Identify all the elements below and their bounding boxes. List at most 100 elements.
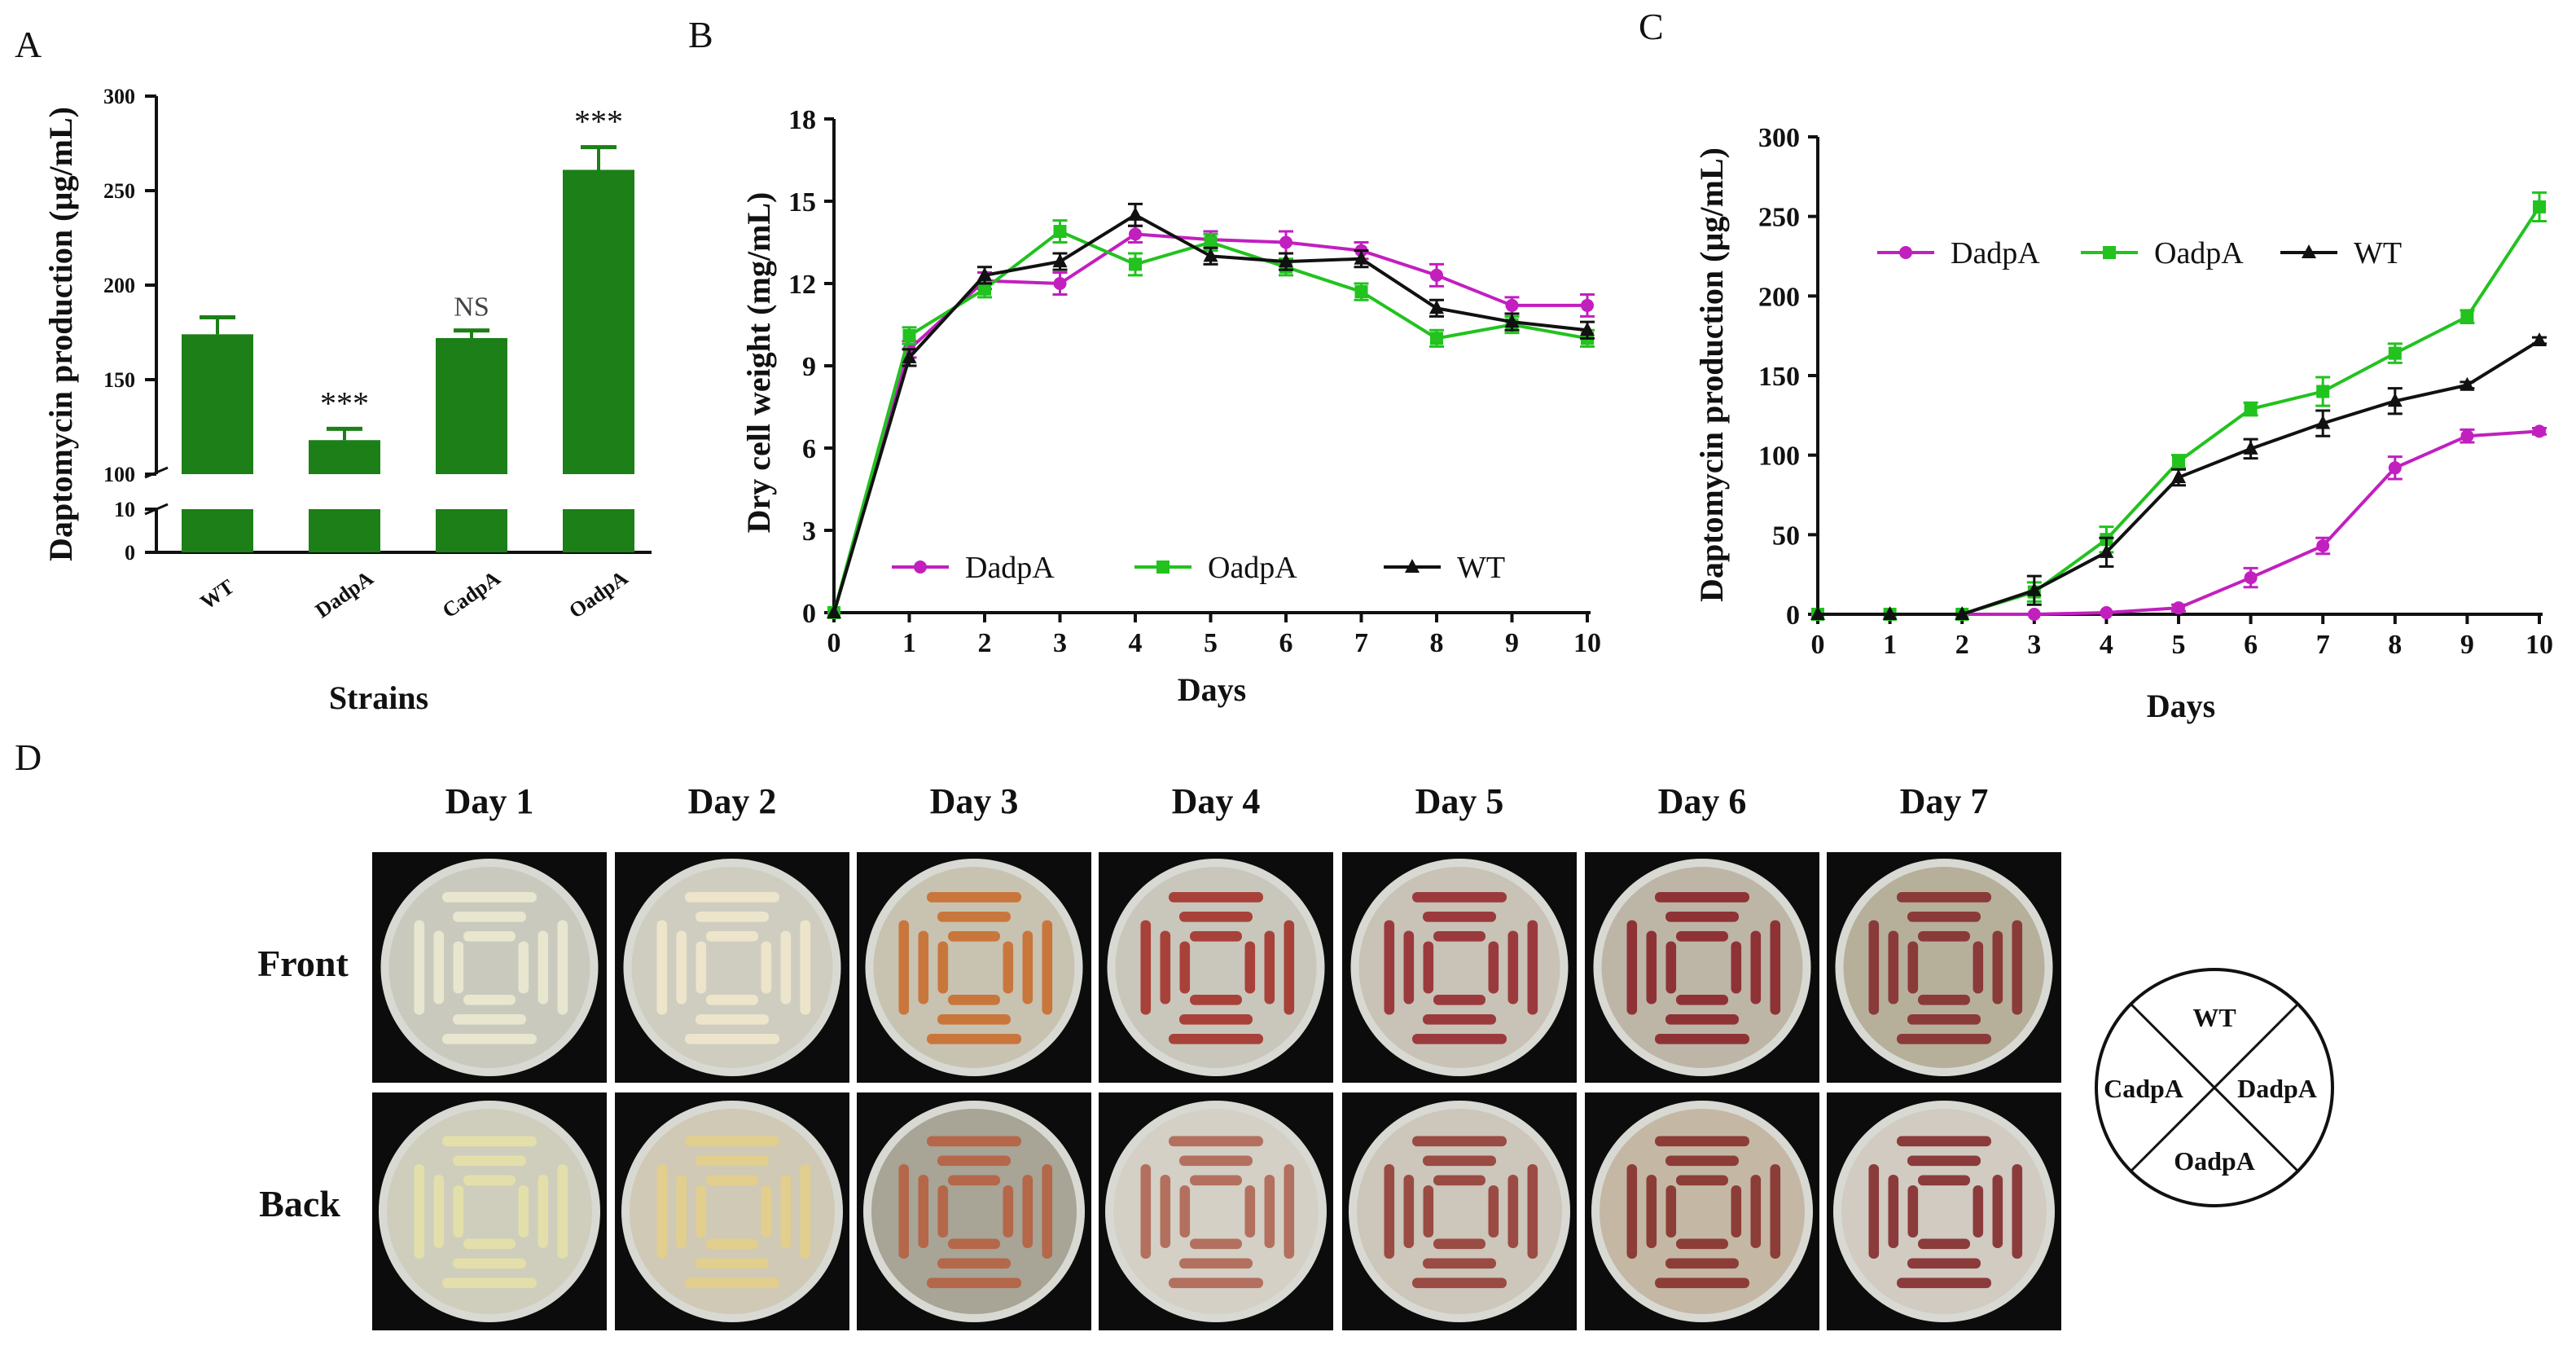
- data-point-OadpA: [1053, 225, 1067, 239]
- streak-top: [1179, 1155, 1253, 1167]
- x-tick-label: 3: [1053, 628, 1067, 658]
- streak-left: [1888, 930, 1899, 1005]
- streak-bottom: [453, 1014, 526, 1025]
- x-tick-label: 6: [2244, 630, 2258, 660]
- streak-top: [706, 1175, 758, 1186]
- agar-surface: [1358, 867, 1560, 1068]
- data-point-WT: [977, 266, 992, 281]
- legend-label: DadpA: [1951, 236, 2040, 270]
- streak-bottom: [463, 1238, 516, 1250]
- streak-bottom: [1907, 1258, 1981, 1269]
- streak-top: [948, 931, 1000, 942]
- streak-top: [948, 1175, 1000, 1186]
- key-right-label: DadpA: [2237, 1074, 2317, 1103]
- key-bottom-label: OadpA: [2174, 1146, 2255, 1176]
- plate-back: [1099, 1092, 1333, 1330]
- streak-bottom: [1179, 1258, 1253, 1269]
- data-point-DadpA: [2027, 608, 2041, 621]
- streak-top: [1676, 931, 1728, 942]
- panel-d-day-labels: Day 1 Day 2 Day 3 Day 4 Day 5 Day 6 Day 7: [445, 781, 1989, 821]
- streak-bottom: [937, 1258, 1011, 1269]
- legend-marker: [1899, 246, 1912, 259]
- legend-entry-DadpA: DadpA: [1877, 236, 2040, 270]
- x-tick-label: 5: [1204, 628, 1218, 658]
- streak-right: [1022, 1175, 1033, 1248]
- streak-left: [676, 1175, 687, 1248]
- y-tick-label: 9: [802, 352, 816, 382]
- panel-c-label: C: [1639, 6, 1664, 47]
- x-tick-label: 1: [902, 628, 916, 658]
- streak-right: [1042, 920, 1053, 1015]
- streak-top: [1433, 1175, 1485, 1186]
- y-tick-label: 250: [103, 179, 135, 203]
- data-point-WT: [1052, 253, 1068, 268]
- streak-right: [780, 930, 792, 1005]
- streak-right: [1284, 920, 1295, 1015]
- streak-left: [1403, 930, 1415, 1005]
- y-tick-label: 100: [103, 463, 135, 486]
- streak-right: [1244, 941, 1256, 994]
- streak-bottom: [1169, 1277, 1263, 1289]
- streak-left: [414, 920, 425, 1015]
- streak-bottom: [1655, 1034, 1749, 1044]
- y-tick-label: 0: [802, 599, 816, 629]
- streak-right: [1488, 1185, 1499, 1238]
- streak-top: [1190, 1175, 1242, 1186]
- streak-right: [1973, 1185, 1984, 1238]
- streak-top: [1665, 912, 1739, 922]
- x-tick-label: DadpA: [311, 566, 378, 622]
- data-point-OadpA: [1354, 285, 1368, 299]
- x-tick-label: 8: [1430, 628, 1444, 658]
- streak-top: [937, 912, 1011, 922]
- data-point-DadpA: [1581, 298, 1594, 312]
- streak-top: [1423, 912, 1496, 922]
- streak-left: [1907, 941, 1919, 994]
- streak-bottom: [706, 995, 758, 1005]
- streak-left: [1160, 1175, 1171, 1248]
- y-tick-label: 300: [103, 85, 135, 108]
- streak-bottom: [685, 1277, 779, 1289]
- data-point-OadpA: [2316, 385, 2330, 398]
- streak-bottom: [1907, 1014, 1981, 1025]
- streak-right: [1750, 1175, 1762, 1248]
- streak-bottom: [1412, 1034, 1507, 1044]
- streak-top: [1190, 931, 1242, 942]
- streak-right: [538, 930, 549, 1005]
- panel-b-x-axis-title: Days: [1178, 671, 1246, 708]
- streak-bottom: [927, 1034, 1021, 1044]
- x-tick-label: 9: [1505, 628, 1519, 658]
- panel-a-x-axis-title: Strains: [329, 679, 428, 716]
- panel-c-x-axis-title: Days: [2147, 688, 2215, 724]
- streak-left: [918, 930, 929, 1005]
- streak-bottom: [1423, 1014, 1496, 1025]
- key-left-label: CadpA: [2104, 1074, 2183, 1103]
- legend-label: DadpA: [965, 551, 1055, 585]
- plate-back: [615, 1092, 849, 1330]
- x-tick-label: 4: [1129, 628, 1143, 658]
- data-point-WT: [1203, 248, 1218, 262]
- agar-surface: [630, 1109, 835, 1314]
- streak-right: [1750, 930, 1762, 1005]
- streak-right: [800, 920, 811, 1015]
- x-tick-label: 10: [2526, 630, 2553, 660]
- streak-top: [1169, 892, 1263, 903]
- legend-label: WT: [2354, 236, 2402, 270]
- streak-left: [1626, 1164, 1638, 1259]
- streak-right: [1284, 1164, 1295, 1259]
- data-point-WT: [1810, 606, 1825, 620]
- data-point-DadpA: [2460, 429, 2474, 443]
- streak-bottom: [1179, 1014, 1253, 1025]
- significance-label: NS: [454, 292, 489, 323]
- legend-marker: [1405, 559, 1420, 573]
- streak-left: [1384, 920, 1395, 1015]
- y-tick-label: 10: [114, 498, 135, 521]
- streak-right: [1507, 930, 1519, 1005]
- streak-top: [1918, 931, 1970, 942]
- streak-right: [761, 941, 772, 994]
- streak-left: [433, 930, 445, 1005]
- panel-c-plot: 0 50 100 150 200 250 300 0 1 2 3 4 5 6 7 8 9 10 DadpA OadpA…: [1758, 123, 2553, 660]
- streak-top: [453, 912, 526, 922]
- significance-label: ***: [574, 103, 623, 140]
